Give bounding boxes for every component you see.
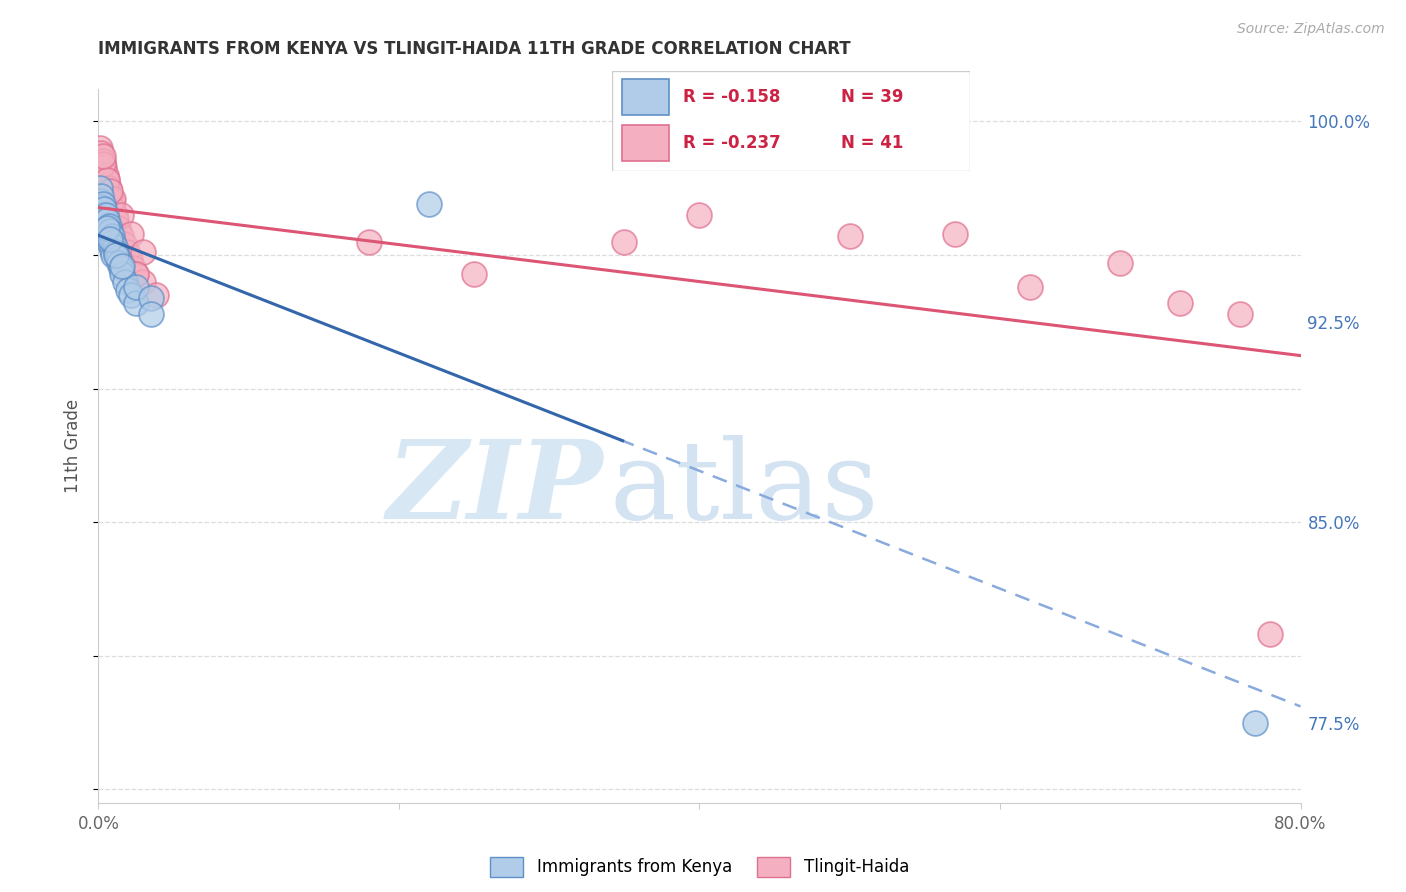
Text: IMMIGRANTS FROM KENYA VS TLINGIT-HAIDA 11TH GRADE CORRELATION CHART: IMMIGRANTS FROM KENYA VS TLINGIT-HAIDA 1… — [98, 40, 851, 58]
Point — [132, 275, 155, 289]
Point — [838, 229, 860, 244]
Bar — [623, 125, 669, 161]
Point — [125, 280, 148, 294]
Point — [139, 291, 162, 305]
Point — [101, 229, 124, 244]
Point — [1229, 307, 1251, 321]
Point — [125, 267, 148, 281]
Point — [91, 197, 114, 211]
Point — [97, 181, 120, 195]
Y-axis label: 11th Grade: 11th Grade — [65, 399, 83, 493]
Point — [1260, 627, 1282, 641]
Point — [96, 227, 118, 241]
Point — [89, 181, 111, 195]
Point — [111, 267, 134, 281]
Text: N = 39: N = 39 — [841, 88, 904, 106]
Point — [108, 256, 131, 270]
Point — [943, 227, 966, 241]
Point — [125, 296, 148, 310]
Point — [107, 251, 129, 265]
Point — [96, 173, 118, 187]
Point — [125, 267, 148, 281]
Point — [103, 235, 125, 249]
Point — [89, 141, 111, 155]
Point — [139, 307, 162, 321]
Point — [1170, 296, 1192, 310]
Point — [105, 245, 128, 260]
Point — [103, 192, 125, 206]
Point — [93, 202, 115, 217]
Point — [112, 237, 135, 252]
Point — [104, 240, 127, 254]
Point — [103, 248, 125, 262]
Point — [90, 189, 112, 203]
Point — [357, 235, 380, 249]
Point — [90, 200, 112, 214]
Point — [105, 248, 128, 262]
Point — [118, 253, 141, 268]
Point — [96, 213, 118, 227]
Point — [111, 259, 134, 273]
Point — [90, 146, 112, 161]
Point — [91, 149, 114, 163]
Text: N = 41: N = 41 — [841, 135, 904, 153]
Point — [689, 208, 711, 222]
Point — [91, 154, 114, 169]
Point — [94, 208, 117, 222]
Point — [121, 227, 143, 241]
Point — [100, 224, 122, 238]
Text: R = -0.158: R = -0.158 — [683, 88, 780, 106]
Point — [91, 157, 114, 171]
Point — [132, 245, 155, 260]
Point — [91, 208, 114, 222]
Point — [1244, 715, 1267, 730]
Point — [104, 208, 127, 222]
Point — [100, 184, 122, 198]
Point — [94, 168, 117, 182]
Point — [100, 237, 122, 252]
Bar — [623, 79, 669, 115]
Point — [1109, 256, 1132, 270]
Legend: Immigrants from Kenya, Tlingit-Haida: Immigrants from Kenya, Tlingit-Haida — [491, 857, 908, 877]
Point — [100, 189, 122, 203]
Point — [96, 221, 118, 235]
Point — [145, 288, 167, 302]
Point — [96, 173, 118, 187]
Text: Source: ZipAtlas.com: Source: ZipAtlas.com — [1237, 22, 1385, 37]
Point — [101, 194, 124, 209]
Point — [105, 213, 128, 227]
Text: ZIP: ZIP — [387, 435, 603, 542]
Point — [97, 219, 120, 233]
Point — [115, 245, 138, 260]
Point — [121, 288, 143, 302]
Text: atlas: atlas — [609, 435, 879, 542]
Point — [103, 202, 125, 217]
Point — [418, 197, 440, 211]
Point — [101, 243, 124, 257]
Point — [107, 221, 129, 235]
Point — [94, 221, 117, 235]
Point — [114, 275, 136, 289]
Text: R = -0.237: R = -0.237 — [683, 135, 782, 153]
Point — [613, 235, 636, 249]
Point — [463, 267, 485, 281]
Point — [110, 261, 132, 276]
Point — [100, 232, 122, 246]
Point — [89, 194, 111, 209]
Point — [93, 160, 115, 174]
Point — [93, 213, 115, 227]
Point — [1019, 280, 1042, 294]
Point — [117, 283, 139, 297]
Point — [122, 261, 145, 276]
Point — [110, 208, 132, 222]
Point — [110, 229, 132, 244]
Point — [97, 232, 120, 246]
